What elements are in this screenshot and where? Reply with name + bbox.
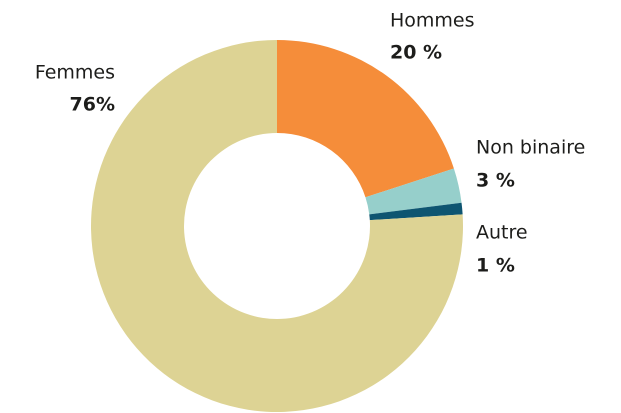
donut-slice	[369, 202, 463, 221]
slice-label: Femmes	[35, 62, 115, 84]
value-label: 1 %	[476, 255, 515, 277]
donut-slice	[90, 40, 463, 413]
slice-label: Non binaire	[476, 137, 585, 159]
slice-label: Autre	[476, 222, 528, 244]
value-label: 76%	[70, 94, 115, 116]
donut-slice	[365, 168, 462, 215]
value-label: 3 %	[476, 170, 515, 192]
slice-label: Hommes	[390, 10, 475, 32]
donut-slice	[277, 40, 454, 198]
value-label: 20 %	[390, 42, 442, 64]
